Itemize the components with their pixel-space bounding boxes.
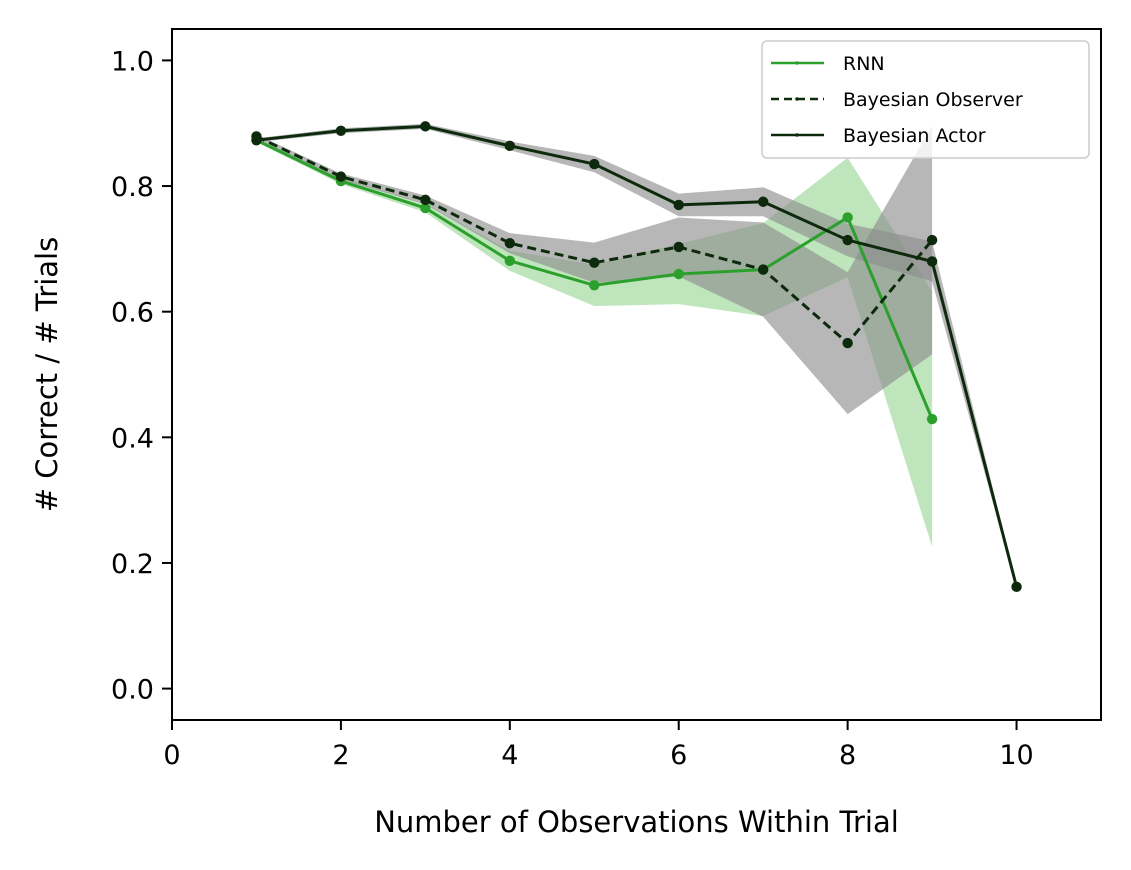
point-series-2-6	[757, 196, 769, 207]
y-tick-label-4: 0.8	[111, 172, 154, 203]
y-tick-label-3: 0.6	[111, 298, 154, 329]
y-tick-label-1: 0.2	[111, 549, 154, 580]
line-series-1	[255, 135, 934, 345]
point-series-2-4	[589, 158, 600, 170]
x-tick-label-1: 2	[332, 740, 349, 771]
point-series-2-3	[504, 140, 516, 152]
point-series-2-8	[926, 256, 938, 267]
series-markers	[251, 121, 1022, 593]
point-series-0-4	[589, 280, 600, 291]
legend-marker-0	[795, 61, 799, 65]
y-axis-label: # Correct / # Trials	[30, 237, 64, 512]
point-series-2-1	[335, 125, 347, 136]
point-series-1-1	[335, 171, 347, 182]
point-series-0-8	[926, 413, 938, 425]
point-series-2-2	[420, 121, 431, 132]
point-series-1-8	[926, 234, 938, 246]
point-series-2-5	[673, 199, 684, 211]
x-tick-label-5: 10	[999, 740, 1033, 771]
x-tick-label-0: 0	[163, 740, 180, 771]
point-series-0-5	[673, 268, 684, 280]
point-series-0-3	[504, 255, 516, 266]
y-axis: 0.0 0.2 0.4 0.6 0.8 1.0	[111, 46, 172, 706]
x-tick-label-3: 6	[670, 740, 687, 771]
x-axis: 0 2 4 6 8 10	[163, 720, 1034, 771]
line-series-2	[256, 124, 1019, 588]
point-series-1-3	[504, 238, 516, 249]
x-tick-label-4: 8	[839, 740, 856, 771]
point-series-1-7	[842, 337, 853, 349]
point-series-2-9	[1011, 581, 1022, 593]
legend-label-1: Bayesian Observer	[843, 89, 1023, 111]
legend-marker-2	[795, 133, 799, 137]
legend-label-2: Bayesian Actor	[843, 125, 986, 147]
point-series-1-2	[420, 194, 431, 206]
point-series-1-4	[589, 257, 600, 268]
band-series-2	[256, 123, 1017, 589]
legend-marker-1	[795, 97, 799, 101]
y-tick-label-2: 0.4	[111, 423, 154, 454]
point-series-0-2	[420, 202, 431, 214]
x-axis-label: Number of Observations Within Trial	[374, 805, 899, 839]
legend: RNN Bayesian Observer Bayesian Actor	[761, 40, 1090, 159]
y-tick-label-5: 1.0	[111, 46, 154, 77]
point-series-0-7	[842, 212, 853, 223]
y-tick-label-0: 0.0	[111, 675, 154, 706]
point-series-2-0	[251, 134, 262, 146]
x-tick-label-2: 4	[501, 740, 518, 771]
point-series-2-7	[842, 234, 853, 246]
point-series-1-5	[673, 241, 684, 253]
legend-box	[761, 40, 1090, 159]
plot-frame	[171, 28, 1102, 721]
point-series-1-6	[757, 264, 769, 275]
legend-label-0: RNN	[843, 53, 885, 75]
